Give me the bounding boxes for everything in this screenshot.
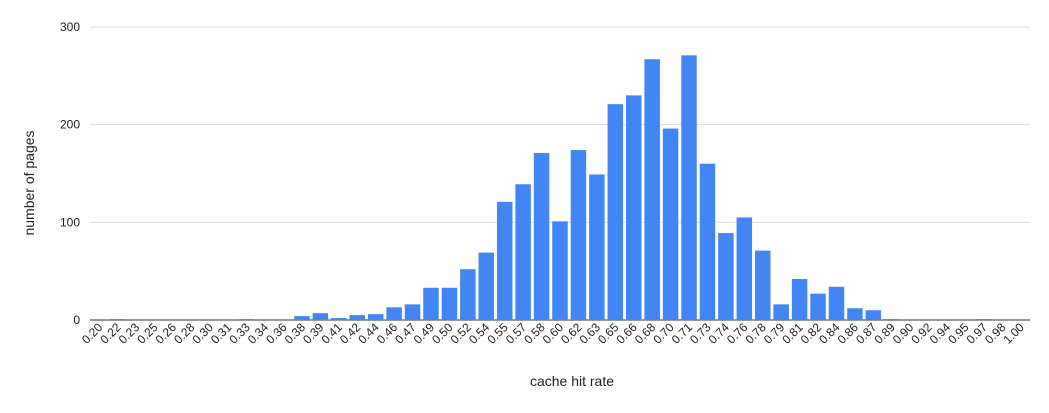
bar <box>736 217 753 320</box>
bar <box>644 59 660 320</box>
bar <box>847 308 863 320</box>
y-axis-title: number of pages <box>21 130 37 235</box>
bar <box>681 55 697 320</box>
bar <box>109 319 126 320</box>
y-tick-label: 0 <box>73 313 80 327</box>
bar <box>496 201 513 320</box>
bar <box>865 310 882 320</box>
bar <box>478 252 495 320</box>
bar <box>755 250 771 320</box>
bar <box>884 319 900 320</box>
bar <box>570 150 587 320</box>
bar <box>460 269 476 320</box>
bar <box>386 307 402 320</box>
bar <box>238 319 255 320</box>
bar <box>976 319 992 320</box>
bar <box>533 152 550 320</box>
x-axis-title: cache hit rate <box>530 373 614 389</box>
y-tick-label: 100 <box>60 215 80 229</box>
bar <box>773 304 789 320</box>
bar <box>349 315 365 320</box>
y-tick-label: 300 <box>60 20 80 34</box>
bar <box>312 313 329 320</box>
bar <box>810 293 826 320</box>
bar <box>791 278 808 320</box>
y-tick-label: 200 <box>60 118 80 132</box>
bar <box>607 104 624 320</box>
bar <box>515 184 531 320</box>
bar <box>662 128 679 320</box>
bar <box>828 286 845 320</box>
bar <box>367 314 384 320</box>
bar <box>331 318 347 320</box>
bar <box>294 316 310 320</box>
x-tick-label: 1.00 <box>1000 320 1027 347</box>
bar <box>441 287 458 320</box>
bar <box>423 287 439 320</box>
bar <box>625 95 642 320</box>
bar <box>552 221 568 320</box>
bar <box>699 163 716 320</box>
bar <box>404 304 421 320</box>
bar <box>589 174 605 320</box>
bar <box>718 233 734 320</box>
